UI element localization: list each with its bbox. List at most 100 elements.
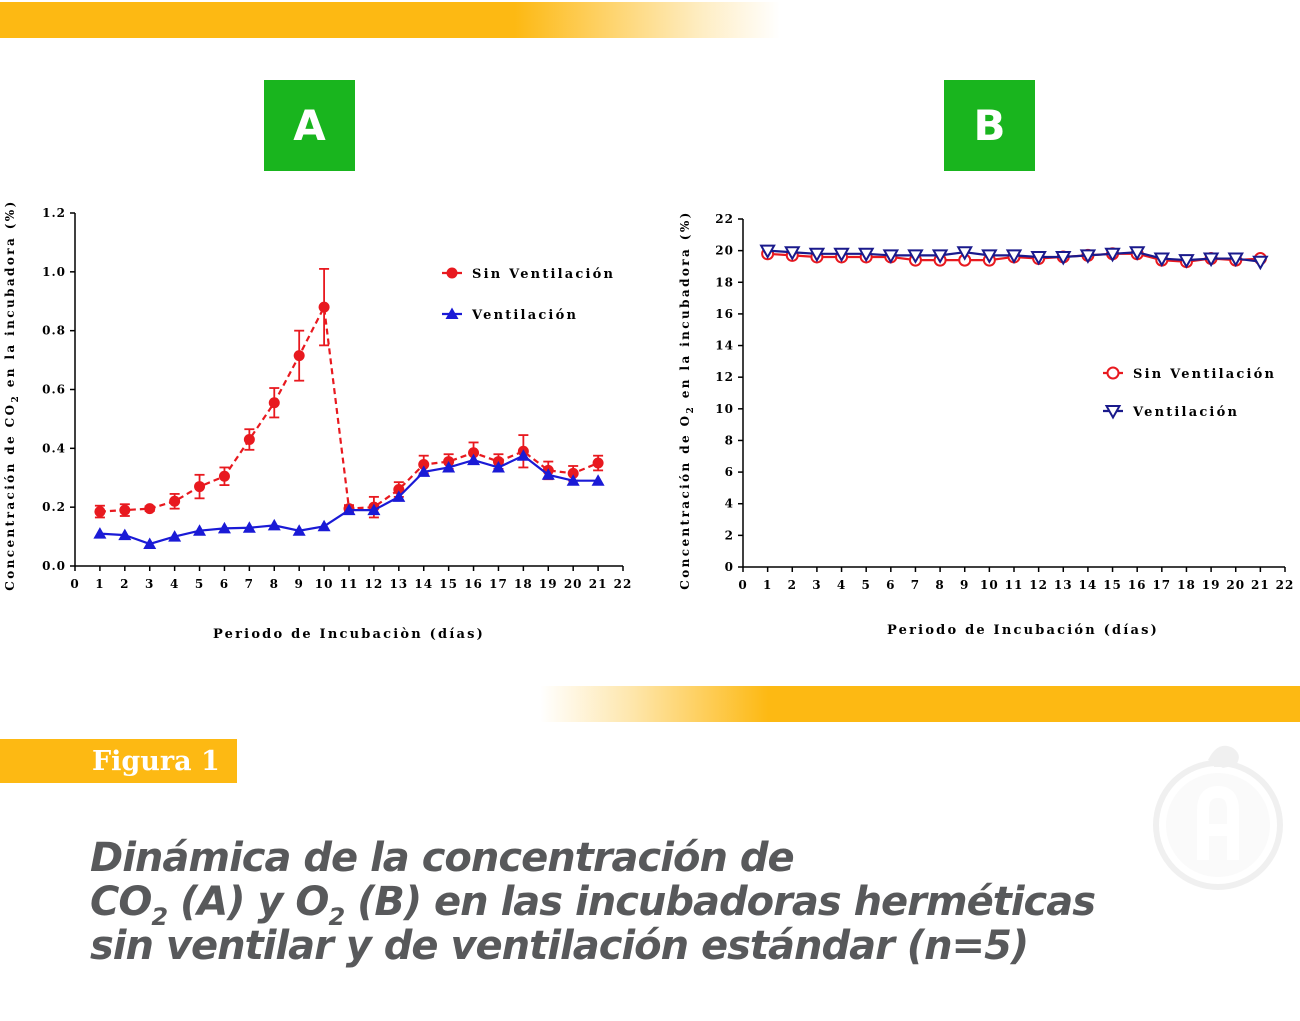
charta-series-2-point <box>541 468 555 480</box>
chartb-x-tick-label: 7 <box>911 578 920 592</box>
chartb-x-tick-label: 22 <box>1276 578 1295 592</box>
charta-series-1-point <box>567 467 579 479</box>
charta-x-tick-label: 4 <box>170 577 179 591</box>
chartb-x-tick-label: 12 <box>1029 578 1048 592</box>
chartb-series-2-point <box>882 249 900 264</box>
caption-line-1: Dinámica de la concentración de <box>90 835 795 881</box>
charta-series-2-point <box>342 503 356 516</box>
charta-y-axis-label: Concentración de CO2 en la incubadora (%… <box>3 199 21 590</box>
chartb-series-2-point <box>1005 249 1023 264</box>
charta-x-tick-label: 20 <box>564 577 583 591</box>
charta-series-2-point <box>217 521 231 534</box>
chartb-series-2-point <box>1227 252 1244 268</box>
charta-x-tick-label: 5 <box>195 577 204 591</box>
chartb-y-tick-label: 10 <box>715 402 734 416</box>
charta-x-tick-label: 22 <box>614 577 633 591</box>
chartb-x-tick-label: 0 <box>738 578 747 592</box>
chartb-series-2-point <box>1128 246 1146 261</box>
caption-co: CO <box>90 879 152 925</box>
chartb-x-axis-label: Periodo de Incubación (días) <box>887 623 1159 638</box>
charta-x-tick-label: 14 <box>414 577 433 591</box>
charta-series-1-line <box>99 303 599 513</box>
charta-series-2-point <box>168 530 182 542</box>
charta-y-tick-label: 0.6 <box>42 383 66 397</box>
charta-series-1-point <box>194 481 206 493</box>
chartb-x-tick-label: 20 <box>1226 578 1245 592</box>
chartb-series-2-point <box>1079 249 1097 264</box>
caption-mid: (A) y O <box>167 879 329 925</box>
caption-sub-1: 2 <box>151 903 168 931</box>
chartb-y-axis-label: Concentración de O2 en la incubadora (%) <box>678 210 696 589</box>
charta-y-tick-label: 0.2 <box>42 500 66 514</box>
charta-series-1-point <box>144 503 156 515</box>
chartb-x-tick-label: 5 <box>862 578 871 592</box>
chartb-series-2-point <box>981 249 998 264</box>
chartb-series-2-point <box>1030 250 1047 266</box>
charta-series-1-point <box>243 434 255 446</box>
charta-x-tick-label: 15 <box>439 577 458 591</box>
charta-x-tick-label: 16 <box>464 577 483 591</box>
charta-series-2-point <box>143 537 157 549</box>
charta-series-1-point <box>393 484 405 496</box>
charta-x-tick-label: 0 <box>70 577 79 591</box>
charta-y-tick-label: 1.2 <box>42 206 66 220</box>
chartb-series-2-point <box>956 246 973 261</box>
charta-series-1-point <box>218 470 230 482</box>
caption-sub-2: 2 <box>328 903 345 931</box>
chartb-series-2-point <box>1055 250 1072 266</box>
chartb-y-tick-label: 12 <box>715 370 734 384</box>
charta-y-tick-label: 0.4 <box>42 441 66 455</box>
chartb-y-tick-label: 20 <box>715 244 734 258</box>
charta-series-1-point <box>592 457 604 469</box>
figure-caption: Dinámica de la concentración de CO2 (A) … <box>90 836 1190 968</box>
charta-x-axis-label: Periodo de Incubaciòn (días) <box>213 627 485 642</box>
charta-series-2-point <box>442 460 456 473</box>
chartb-x-tick-label: 18 <box>1177 578 1196 592</box>
chartb-series-2-point <box>1202 252 1220 268</box>
chartb-x-tick-label: 4 <box>837 578 846 592</box>
chartb-y-tick-label: 2 <box>725 528 734 542</box>
caption-line-2: CO2 (A) y O2 (B) en las incubadoras herm… <box>90 879 1190 929</box>
charta-x-tick-label: 6 <box>220 577 229 591</box>
charta-series-1-point <box>293 350 305 362</box>
charta-x-tick-label: 7 <box>245 577 254 591</box>
charta-series-1-legend-marker <box>446 267 458 279</box>
chartb-x-tick-label: 13 <box>1054 578 1073 592</box>
charta-x-tick-label: 2 <box>120 577 129 591</box>
chartb-x-tick-label: 11 <box>1005 578 1024 592</box>
charta-series-1-point <box>468 447 480 459</box>
charta-x-tick-label: 3 <box>145 577 154 591</box>
chartb-series-2-point <box>759 244 776 260</box>
chartb-series-2-legend-marker <box>1104 405 1122 420</box>
chartb-series-2-point <box>808 247 826 263</box>
charta-x-tick-label: 8 <box>270 577 279 591</box>
charta-series-1-point <box>268 397 280 409</box>
charta-series-2-legend-marker <box>445 307 459 319</box>
chartb-x-tick-label: 19 <box>1202 578 1221 592</box>
charta-series-2-point <box>93 527 107 539</box>
charta-series-1-point <box>318 301 330 313</box>
charta-x-tick-label: 17 <box>489 577 508 591</box>
chartb-x-tick-label: 10 <box>980 578 999 592</box>
charta-series-2-point <box>118 528 132 541</box>
chartb-series-2-point <box>784 246 801 261</box>
charta-x-tick-label: 19 <box>539 577 558 591</box>
charta-series-2-point <box>367 503 381 516</box>
chartb-y-tick-label: 16 <box>715 307 734 321</box>
chartb-x-tick-label: 6 <box>886 578 895 592</box>
charta-series-1-point <box>418 459 430 471</box>
charta-x-tick-label: 9 <box>295 577 304 591</box>
charta-series-2-point <box>591 474 605 486</box>
charta-series-2-point <box>317 519 331 532</box>
chartb-x-tick-label: 15 <box>1103 578 1122 592</box>
chartb-x-tick-label: 8 <box>935 578 944 592</box>
charta-x-tick-label: 18 <box>514 577 533 591</box>
charta-series-1-point <box>94 506 106 518</box>
charta-series-2-point <box>467 453 481 466</box>
charta-series-2-point <box>566 474 580 486</box>
chartb-x-tick-label: 3 <box>812 578 821 592</box>
charta-series-1-legend-label: Sin Ventilación <box>472 267 615 282</box>
chartb-x-tick-label: 1 <box>763 578 772 592</box>
caption-end: (B) en las incubadoras herméticas <box>344 879 1096 925</box>
chartb-series-1-legend-marker <box>1106 366 1120 380</box>
